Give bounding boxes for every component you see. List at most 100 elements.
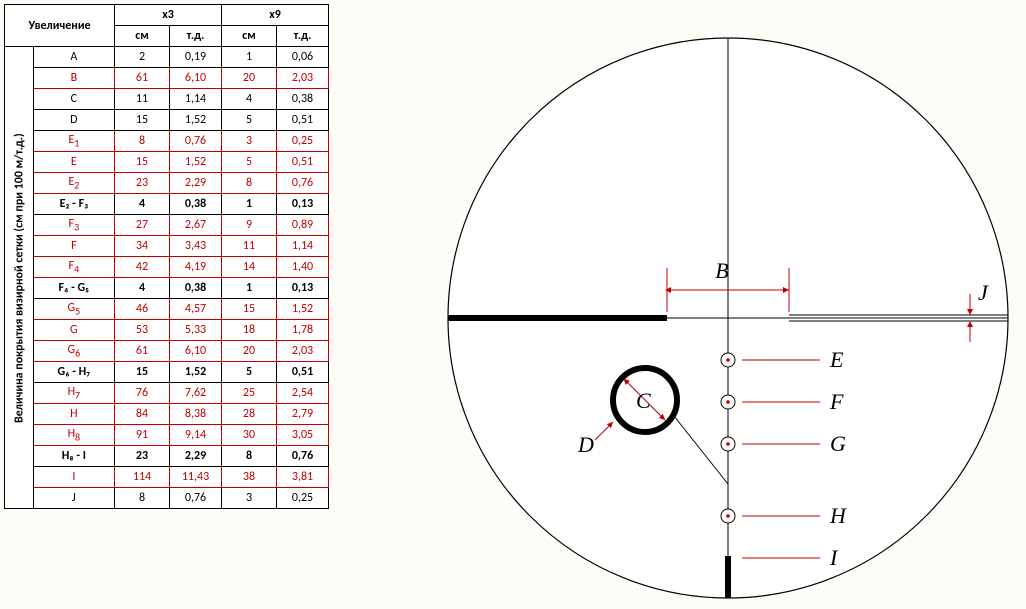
cell-x9cm: 20 [222,68,277,89]
table-row: Величина покрытия визирной сетки (см при… [5,47,329,68]
cell-x9cm: 20 [222,341,277,362]
header-x9-td: т.д. [277,26,329,47]
cell-x3td: 6,10 [170,68,222,89]
cell-x3td: 1,14 [170,89,222,110]
cell-x3cm: 15 [115,362,170,383]
cell-x9td: 2,03 [277,68,329,89]
cell-x3cm: 76 [115,383,170,404]
table-row: D151,5250,51 [5,110,329,131]
cell-x3cm: 84 [115,404,170,425]
cell-x3td: 0,38 [170,194,222,215]
data-table-pane: Увеличение x3 x9 см т.д. см т.д. Величин… [0,0,430,609]
row-label: E2 [33,173,114,194]
header-magnification: Увеличение [5,5,115,47]
cell-x9td: 3,81 [277,467,329,488]
cell-x9td: 2,54 [277,383,329,404]
cell-x3td: 9,14 [170,425,222,446]
table-row: G5464,57151,52 [5,299,329,320]
cell-x9cm: 15 [222,299,277,320]
row-label: F₄ - G₅ [33,278,114,299]
label-f: F [829,389,844,414]
cell-x9td: 0,51 [277,110,329,131]
cell-x9cm: 8 [222,173,277,194]
header-x9-cm: см [222,26,277,47]
cell-x9cm: 14 [222,257,277,278]
label-d: D [577,432,594,457]
cell-x3td: 1,52 [170,362,222,383]
reticle-diagram-pane: EFGHIBJCD [430,0,1026,609]
label-c: C [636,388,651,413]
cell-x3td: 2,29 [170,173,222,194]
row-label: D [33,110,114,131]
cell-x3td: 0,76 [170,131,222,152]
stadia-dot-center-e [726,358,730,362]
cell-x3td: 4,57 [170,299,222,320]
cell-x9td: 0,25 [277,488,329,509]
cell-x9td: 1,78 [277,320,329,341]
stadia-dot-center-g [726,442,730,446]
cell-x3cm: 23 [115,446,170,467]
cell-x3td: 2,29 [170,446,222,467]
cell-x3td: 1,52 [170,110,222,131]
cell-x3td: 3,43 [170,236,222,257]
cell-x9cm: 1 [222,278,277,299]
cell-x3cm: 8 [115,488,170,509]
cell-x3td: 8,38 [170,404,222,425]
cell-x3cm: 4 [115,278,170,299]
cell-x3td: 7,62 [170,383,222,404]
header-vertical: Величина покрытия визирной сетки (см при… [5,47,34,509]
cell-x3td: 0,19 [170,47,222,68]
cell-x3cm: 91 [115,425,170,446]
cell-x9td: 0,13 [277,194,329,215]
table-row: H7767,62252,54 [5,383,329,404]
cell-x3cm: 61 [115,68,170,89]
table-row: E151,5250,51 [5,152,329,173]
row-label: H [33,404,114,425]
cell-x3cm: 42 [115,257,170,278]
cell-x9cm: 1 [222,47,277,68]
cell-x3cm: 23 [115,173,170,194]
cell-x3td: 5,33 [170,320,222,341]
cell-x9td: 2,03 [277,341,329,362]
cell-x3cm: 4 [115,194,170,215]
cell-x3cm: 15 [115,152,170,173]
table-row: G535,33181,78 [5,320,329,341]
cell-x9cm: 4 [222,89,277,110]
cell-x9cm: 5 [222,152,277,173]
row-label: G [33,320,114,341]
cell-x9cm: 8 [222,446,277,467]
cell-x9cm: 1 [222,194,277,215]
row-label: H8 [33,425,114,446]
cell-x3cm: 11 [115,89,170,110]
table-row: E2232,2980,76 [5,173,329,194]
cell-x9td: 3,05 [277,425,329,446]
table-row: E180,7630,25 [5,131,329,152]
cell-x3td: 2,67 [170,215,222,236]
cell-x9cm: 11 [222,236,277,257]
cell-x3td: 4,19 [170,257,222,278]
cell-x9td: 0,89 [277,215,329,236]
cell-x9cm: 28 [222,404,277,425]
cell-x3cm: 46 [115,299,170,320]
row-label: H7 [33,383,114,404]
table-row: G₆ - H₇151,5250,51 [5,362,329,383]
label-e: E [829,347,844,372]
table-row: E₂ - F₃40,3810,13 [5,194,329,215]
row-label: J [33,488,114,509]
cell-x9td: 0,76 [277,173,329,194]
table-row: G6616,10202,03 [5,341,329,362]
row-label: G₆ - H₇ [33,362,114,383]
cell-x3cm: 2 [115,47,170,68]
table-row: C111,1440,38 [5,89,329,110]
row-label: H₈ - I [33,446,114,467]
cell-x9td: 0,06 [277,47,329,68]
cell-x3cm: 53 [115,320,170,341]
cell-x9cm: 18 [222,320,277,341]
cell-x3cm: 8 [115,131,170,152]
cell-x9td: 0,51 [277,362,329,383]
cell-x9td: 2,79 [277,404,329,425]
row-label: B [33,68,114,89]
row-label: F4 [33,257,114,278]
cell-x3cm: 15 [115,110,170,131]
reticle-diagram: EFGHIBJCD [430,0,1026,609]
